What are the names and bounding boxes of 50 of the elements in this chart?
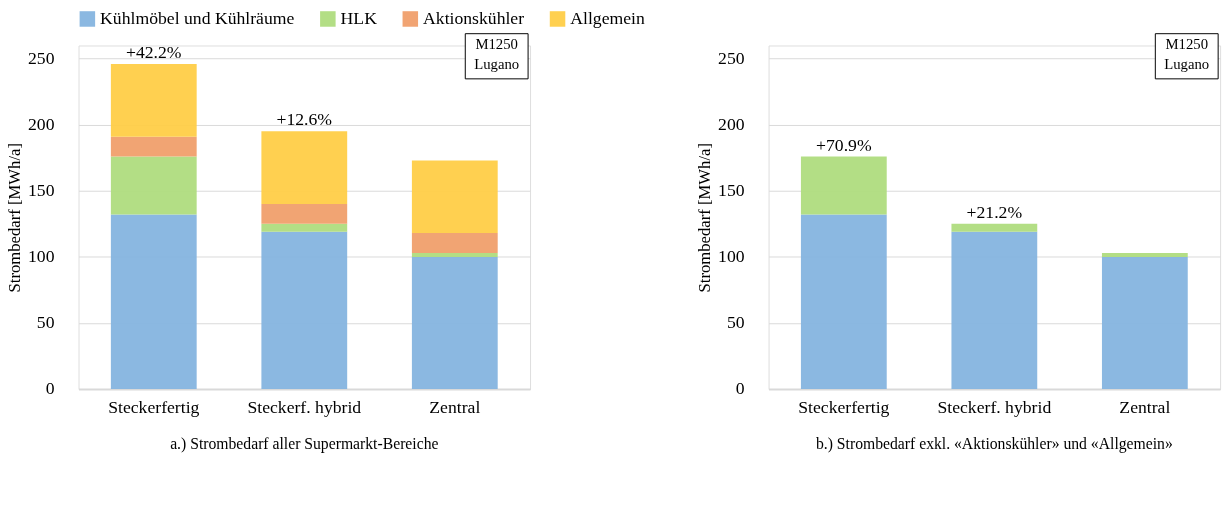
bar <box>261 204 348 224</box>
y-tick-label: 100 <box>27 246 55 267</box>
bar <box>261 131 348 205</box>
annotation: M1250 Lugano <box>474 36 520 73</box>
legend-label: Allgemein <box>570 7 645 28</box>
x-tick-label: Steckerf. hybrid <box>937 397 1052 418</box>
bar <box>110 214 197 390</box>
y-tick-label: 250 <box>27 48 55 69</box>
x-tick-label: Steckerf. hybrid <box>247 397 362 418</box>
x-tick-label: Zentral <box>429 397 481 418</box>
bar <box>951 231 1038 390</box>
legend-label: Kühlmöbel und Kühlräume <box>100 7 295 28</box>
y-tick-label: 200 <box>27 114 55 135</box>
bar <box>411 252 498 257</box>
bar <box>110 156 197 215</box>
annotation: +70.9% <box>816 134 872 155</box>
text: a.) Strombedarf aller Supermarkt-Bereiche <box>170 434 439 453</box>
y-axis-title: Strombedarf [MWh/a] <box>5 142 25 293</box>
y-tick-label: 100 <box>718 246 745 267</box>
y-tick-label: 150 <box>718 180 745 201</box>
annotation: M1250 Lugano <box>1164 36 1210 73</box>
bar <box>110 136 197 157</box>
bar <box>800 156 887 215</box>
y-tick-label: 250 <box>718 48 745 69</box>
annotation: +21.2% <box>966 201 1023 222</box>
y-tick-label: 200 <box>718 114 745 135</box>
y-tick-label: 50 <box>36 312 55 333</box>
bar <box>411 160 498 234</box>
bar <box>411 256 498 390</box>
y-tick-label: 0 <box>735 378 745 399</box>
bar <box>1101 252 1188 257</box>
legend-label: Aktionskühler <box>423 7 525 28</box>
bar <box>411 233 498 253</box>
x-tick-label: Zentral <box>1119 397 1171 418</box>
bar <box>800 214 887 390</box>
y-tick-label: 150 <box>27 180 55 201</box>
bar <box>110 63 197 137</box>
annotation: +12.6% <box>276 109 333 130</box>
bar <box>261 223 348 232</box>
x-tick-label: Steckerfertig <box>798 397 890 418</box>
y-axis-title: Strombedarf [MWh/a] <box>695 142 715 293</box>
bar <box>951 223 1038 232</box>
bar <box>1101 256 1188 390</box>
y-tick-label: 0 <box>45 378 55 399</box>
annotation: +42.2% <box>125 42 182 63</box>
text: b.) Strombedarf exkl. «Aktionskühler» und «Allgemein» <box>815 434 1173 453</box>
y-tick-label: 50 <box>726 312 745 333</box>
bar <box>261 231 348 390</box>
x-tick-label: Steckerfertig <box>108 397 200 418</box>
legend-label: HLK <box>340 7 378 28</box>
